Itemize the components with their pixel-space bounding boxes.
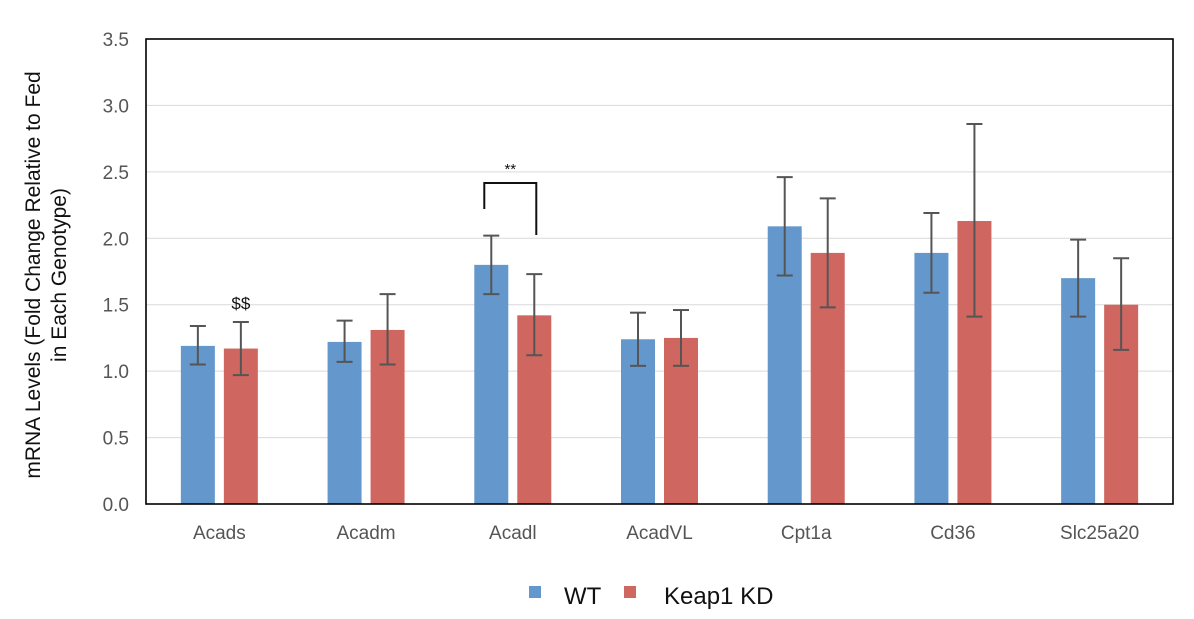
y-tick-label: 2.5 — [103, 163, 129, 184]
x-tick-label: Cpt1a — [781, 523, 832, 544]
bars-group — [180, 221, 1139, 505]
y-tick-label: 1.0 — [103, 362, 129, 383]
x-axis-ticks: Acads Acadm Acadl AcadVL Cpt1a Cd36 Slc25a20 — [193, 523, 1139, 544]
y-axis-label-line1: mRNA Levels (Fold Change Relative to Fed — [22, 71, 45, 478]
y-tick-label: 0.0 — [103, 495, 129, 516]
legend: WT Keap1 KD — [529, 583, 773, 610]
y-axis-label-line2: in Each Genotype) — [48, 188, 71, 362]
error-bars-group — [189, 123, 1130, 377]
x-tick-label: Acadm — [337, 523, 396, 544]
legend-label-wt: WT — [564, 583, 602, 610]
x-tick-label: Cd36 — [930, 523, 975, 544]
x-tick-label: AcadVL — [626, 523, 693, 544]
x-tick-label: Acads — [193, 523, 246, 544]
y-tick-label: 1.5 — [103, 296, 129, 317]
bar — [474, 264, 509, 504]
grid-lines — [146, 104, 1173, 439]
x-tick-label: Slc25a20 — [1060, 523, 1139, 544]
y-tick-label: 3.0 — [103, 96, 129, 117]
legend-swatch-wt — [529, 586, 541, 598]
significance-annotations: $$ ** — [231, 161, 538, 313]
y-tick-label: 3.5 — [103, 30, 129, 51]
x-tick-label: Acadl — [489, 523, 537, 544]
y-axis-ticks: 0.0 0.5 1.0 1.5 2.0 2.5 3.0 3.5 — [103, 30, 129, 516]
bar — [180, 345, 215, 504]
plot-area-frame — [145, 38, 1174, 505]
bar — [327, 341, 362, 504]
significance-bracket — [483, 182, 538, 235]
bar — [914, 252, 949, 504]
y-tick-label: 2.0 — [103, 229, 129, 250]
legend-label-keap1-kd: Keap1 KD — [664, 583, 773, 610]
y-tick-label: 0.5 — [103, 429, 129, 450]
legend-swatch-keap1-kd — [624, 586, 636, 598]
significance-dollar-label: $$ — [231, 294, 250, 313]
significance-stars-label: ** — [504, 161, 516, 178]
